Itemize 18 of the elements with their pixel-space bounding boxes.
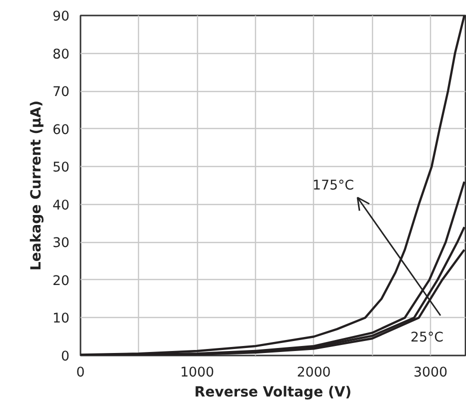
x-tick-label: 3000 [414,366,448,380]
x-tick-label: 1000 [180,366,214,380]
y-tick-label: 90 [52,10,70,24]
y-tick-label: 30 [52,236,70,252]
y-tick-label: 70 [52,85,70,100]
y-tick-label: 0 [61,350,70,364]
annotation: 175°C [312,178,354,194]
x-axis-title: Reverse Voltage (V) [194,384,352,400]
annotation: 25°C [410,330,444,346]
y-tick-label: 50 [52,160,70,176]
y-axis-title: Leakage Current (μA) [28,100,45,271]
x-tick-label: 2000 [296,366,331,380]
y-tick-label: 10 [52,312,70,327]
y-tick-label: 40 [52,198,70,214]
y-tick-label: 20 [52,274,70,289]
y-tick-label: 60 [52,122,70,138]
y-tick-label: 80 [52,47,70,62]
x-tick-label: 0 [76,366,85,380]
